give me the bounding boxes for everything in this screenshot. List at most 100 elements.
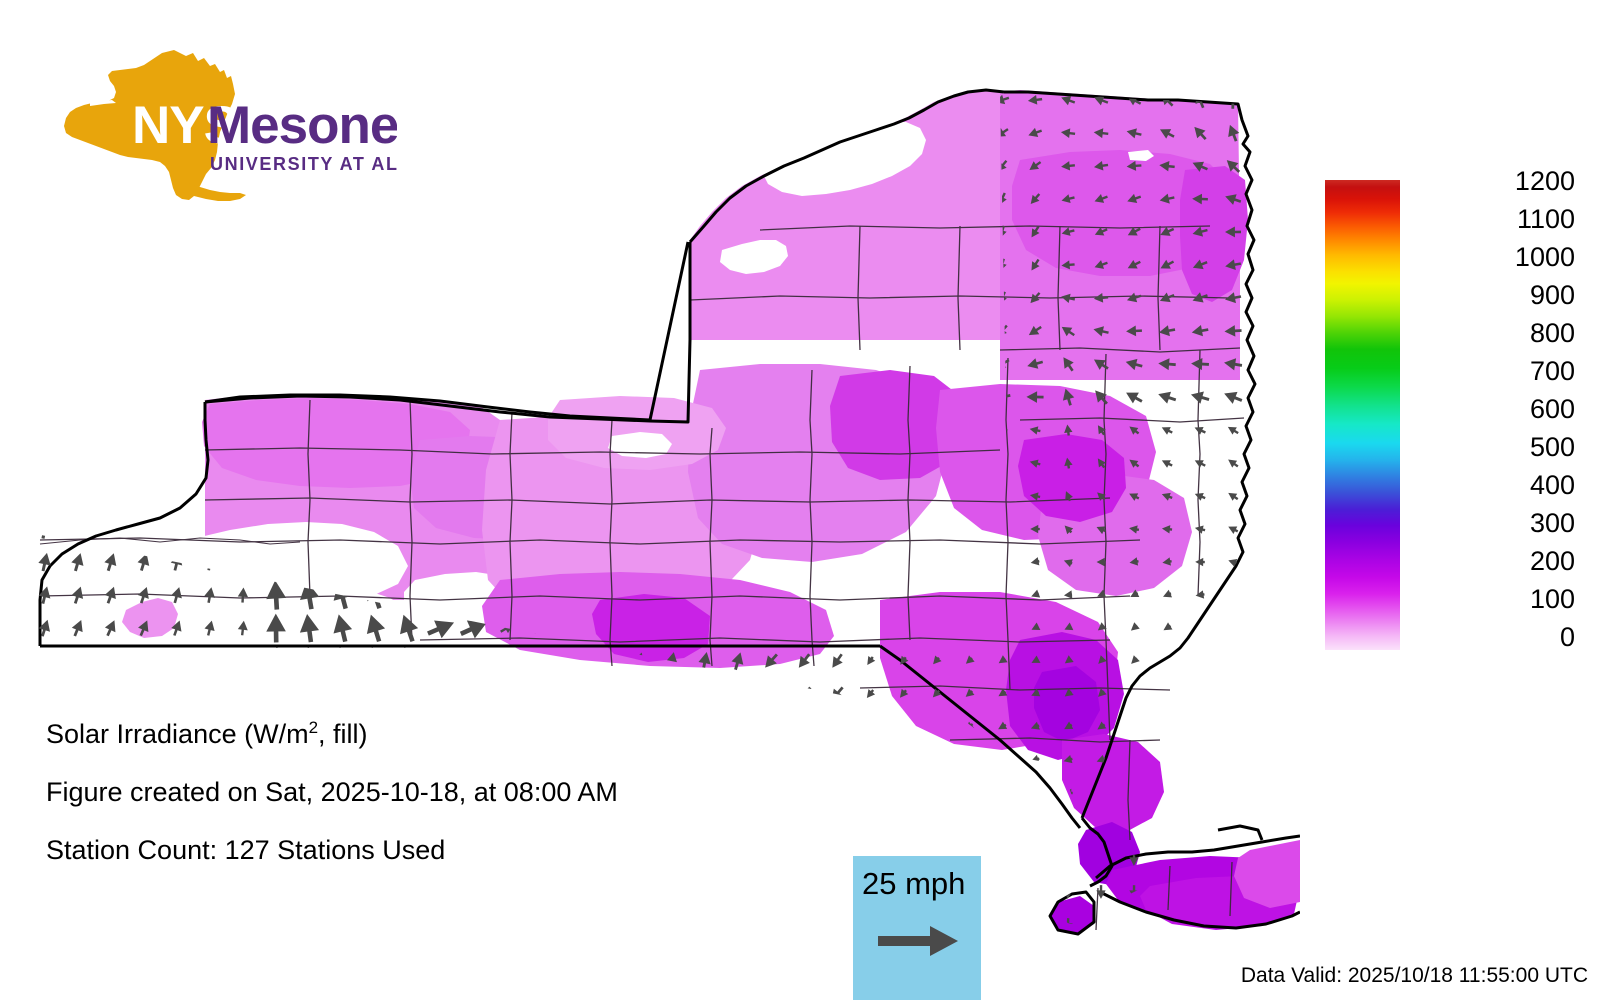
logo-nys-text: NYS — [132, 96, 238, 155]
wind-vector-arrow — [898, 818, 909, 833]
colorbar-tick-1200: 1200 — [1514, 166, 1575, 196]
wind-vector-arrow — [106, 323, 117, 340]
wind-vector-arrow — [1064, 457, 1073, 469]
wind-vector-arrow — [1126, 128, 1142, 139]
colorbar-tick-900: 900 — [1529, 280, 1575, 310]
wind-vector-arrow — [204, 124, 217, 142]
wind-vector-arrow — [105, 653, 116, 669]
wind-vector-arrow — [71, 123, 84, 143]
wind-vector-arrow — [697, 920, 713, 924]
wind-vector-arrow — [137, 92, 150, 110]
wind-vector-arrow — [666, 224, 677, 240]
wind-vector-arrow — [370, 126, 381, 141]
wind-vector-arrow — [596, 127, 616, 141]
wind-vector-arrow — [1064, 721, 1074, 730]
wind-vector-arrow — [370, 324, 381, 339]
wind-vector-arrow — [73, 323, 84, 340]
wind-vector-arrow — [598, 225, 613, 240]
wind-vector-arrow — [727, 754, 748, 768]
wind-vector-arrow — [371, 225, 381, 239]
wind-vector-arrow — [434, 293, 447, 304]
wind-vector-arrow — [1129, 525, 1140, 534]
wind-vector-arrow — [171, 653, 182, 669]
wind-vector-arrow — [531, 227, 548, 239]
fill-adirondack-core — [1012, 150, 1232, 276]
wind-vector-arrow — [499, 886, 515, 897]
wind-vector-arrow — [596, 161, 615, 174]
wind-vector-arrow — [965, 688, 975, 697]
wind-vector-arrow — [1127, 259, 1141, 269]
wind-vector-arrow — [1256, 553, 1276, 572]
wind-vector-arrow — [829, 93, 846, 105]
wind-vector-arrow — [337, 918, 347, 924]
wind-vector-arrow — [1256, 519, 1277, 540]
wind-vector-arrow — [832, 917, 843, 924]
wind-vector-arrow — [1195, 656, 1205, 665]
wind-vector-arrow — [497, 93, 516, 107]
wind-vector-arrow — [1064, 688, 1074, 697]
wind-vector-arrow — [631, 919, 647, 924]
wind-vector-arrow — [1224, 358, 1243, 371]
wind-vector-arrow — [1258, 292, 1275, 304]
data-valid-label: Data Valid: 2025/10/18 11:55:00 UTC — [1240, 964, 1588, 987]
wind-vector-arrow — [70, 519, 84, 539]
wind-vector-arrow — [271, 884, 281, 900]
variable-label-pre: Solar Irradiance (W/m — [46, 719, 309, 749]
wind-vector-arrow — [532, 919, 548, 924]
wind-vector-arrow — [104, 687, 117, 702]
wind-vector-arrow — [498, 689, 515, 701]
wind-vector-arrow — [1063, 559, 1073, 568]
wind-vector-arrow — [931, 356, 942, 371]
wind-vector-arrow — [105, 157, 117, 175]
colorbar-tick-600: 600 — [1529, 394, 1575, 424]
wind-vector-arrow — [1029, 492, 1041, 501]
wind-vector-arrow — [402, 885, 413, 900]
wind-vector-arrow — [171, 124, 183, 142]
wind-vector-arrow — [965, 787, 975, 797]
wind-vector-arrow — [1127, 226, 1141, 236]
wind-vector-arrow — [40, 323, 51, 340]
wind-vector-arrow — [1228, 691, 1238, 700]
wind-vector-arrow — [1064, 622, 1074, 631]
wind-vector-arrow — [1292, 717, 1300, 736]
wind-vector-arrow — [964, 524, 974, 533]
wind-vector-arrow — [1257, 324, 1276, 338]
wind-vector-arrow — [1031, 589, 1041, 598]
wind-vector-arrow — [599, 324, 612, 339]
wind-vector-arrow — [1228, 591, 1238, 600]
wind-vector-arrow — [565, 919, 581, 924]
wind-vector-arrow — [370, 885, 380, 900]
wind-vector-arrow — [665, 127, 679, 140]
wind-vector-arrow — [403, 918, 413, 924]
wind-vector-arrow — [532, 294, 547, 304]
arrow-right-icon — [878, 926, 958, 956]
wind-vector-arrow — [1161, 427, 1173, 435]
wind-vector-arrow — [204, 653, 215, 669]
wind-vector-arrow — [899, 755, 908, 764]
wind-vector-arrow — [271, 125, 282, 141]
wind-vector-arrow — [795, 753, 814, 765]
wind-vector-arrow — [1030, 292, 1041, 304]
wind-vector-arrow — [171, 587, 182, 604]
wind-vector-arrow — [371, 258, 380, 272]
wind-vector-arrow — [1159, 160, 1175, 172]
wind-vector-arrow — [304, 192, 315, 206]
wind-vector-arrow — [1129, 493, 1140, 501]
wind-vector-arrow — [304, 356, 315, 372]
wind-vector-arrow — [1096, 885, 1106, 899]
wind-vector-arrow — [136, 453, 151, 474]
wind-vector-arrow — [37, 420, 52, 441]
wind-vector-arrow — [730, 92, 745, 109]
wind-vector-arrow — [265, 646, 286, 676]
wind-vector-arrow — [237, 92, 250, 109]
wind-vector-arrow — [1098, 688, 1107, 697]
wind-vector-arrow — [1194, 427, 1206, 435]
wind-vector-arrow — [1257, 684, 1275, 703]
wind-vector-arrow — [1159, 129, 1175, 139]
wind-vector-arrow — [432, 95, 449, 107]
wind-vector-arrow — [103, 420, 118, 441]
wind-vector-arrow — [1162, 557, 1172, 566]
wind-vector-arrow — [71, 387, 85, 407]
wind-vector-arrow — [266, 613, 286, 643]
wind-speed-key: 25 mph — [853, 856, 981, 1000]
